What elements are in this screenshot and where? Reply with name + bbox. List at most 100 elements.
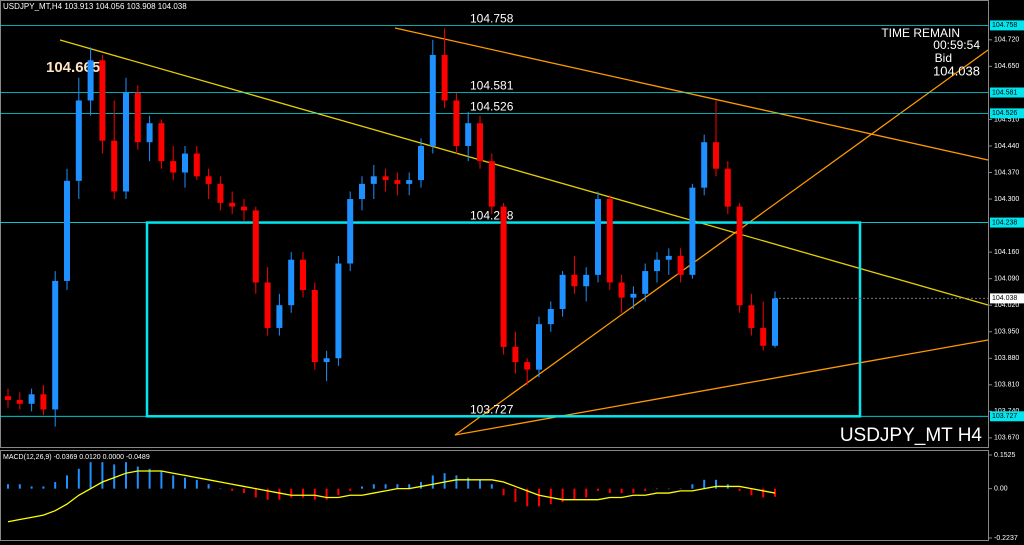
- level-label: 103.727: [470, 402, 514, 416]
- candle-body: [359, 183, 365, 200]
- macd-bar: [514, 488, 517, 502]
- candle-body: [618, 282, 625, 298]
- macd-bar: [89, 462, 92, 489]
- macd-bar: [101, 462, 104, 489]
- macd-bar: [408, 484, 411, 489]
- candle-body: [512, 346, 519, 363]
- macd-bar: [302, 488, 304, 498]
- macd-bar: [620, 488, 623, 494]
- y-tick-label: 104.720: [994, 37, 1019, 44]
- macd-bar: [184, 477, 186, 489]
- bid-axis-label: 104.038: [992, 295, 1017, 302]
- macd-bar: [738, 488, 741, 491]
- macd-bar: [573, 488, 576, 500]
- macd-bar: [349, 488, 352, 491]
- candle-body: [229, 202, 236, 207]
- level-axis-box: [990, 20, 1024, 31]
- candle-body: [347, 199, 354, 264]
- candle-body: [182, 153, 188, 173]
- macd-bar: [538, 488, 540, 507]
- macd-bar: [266, 488, 269, 500]
- candle-body: [75, 100, 82, 181]
- macd-bar: [396, 484, 399, 489]
- macd-bar: [561, 488, 564, 502]
- candle-body: [28, 394, 35, 404]
- y-tick-label: 104.300: [994, 196, 1019, 203]
- macd-bar: [632, 488, 635, 494]
- y-tick-label: 104.440: [994, 143, 1019, 150]
- candle-body: [382, 176, 389, 181]
- candle-body: [52, 280, 59, 410]
- candle-body: [205, 176, 212, 184]
- candle-body: [370, 176, 377, 184]
- candle-body: [134, 92, 141, 143]
- candle-body: [724, 168, 731, 207]
- bid-axis-box: [990, 293, 1024, 304]
- candle-body: [170, 161, 177, 173]
- macd-y-tick-label: 0.00: [994, 485, 1008, 492]
- candle-body: [677, 255, 684, 275]
- candle-body: [547, 308, 554, 325]
- candle-body: [252, 210, 259, 283]
- macd-bar: [502, 488, 505, 496]
- candle-body: [760, 327, 767, 346]
- macd-bar: [490, 484, 493, 489]
- candle-body: [772, 298, 778, 346]
- y-tick-label: 104.090: [994, 276, 1019, 283]
- level-axis-box: [990, 108, 1024, 119]
- candle-body: [16, 399, 23, 404]
- macd-bar: [7, 484, 9, 489]
- candle-body: [394, 180, 401, 184]
- high-annotation: 104.665: [46, 59, 100, 76]
- level-axis-label: 104.581: [992, 89, 1017, 96]
- macd-bar: [254, 488, 257, 498]
- macd-bar: [431, 475, 434, 489]
- candle-body: [571, 274, 578, 287]
- candle-body: [559, 274, 566, 309]
- trendlines: [59, 27, 989, 436]
- macd-bar: [195, 479, 198, 489]
- macd-bar: [160, 470, 163, 489]
- macd-bar: [42, 486, 45, 489]
- candle-body: [701, 142, 708, 188]
- macd-bar: [278, 488, 281, 500]
- macd-bar: [136, 466, 139, 489]
- y-tick-label: 104.650: [994, 63, 1019, 70]
- candle-body: [241, 206, 247, 211]
- candle-body: [418, 145, 424, 181]
- candle-body: [264, 282, 271, 328]
- level-label: 104.758: [470, 12, 514, 26]
- candle-body: [335, 263, 342, 359]
- macd-bar: [313, 488, 316, 500]
- candle-body: [441, 54, 448, 101]
- level-label: 104.581: [470, 79, 514, 93]
- level-axis-label: 103.727: [992, 413, 1017, 420]
- macd-bar: [384, 484, 387, 489]
- macd-bar: [656, 488, 658, 490]
- macd-bar: [207, 484, 210, 489]
- macd-bar: [479, 479, 481, 489]
- candle-body: [87, 60, 94, 101]
- candle-body: [606, 199, 613, 283]
- candle-body: [453, 100, 460, 146]
- candle-body: [500, 206, 507, 347]
- macd-bar: [125, 462, 127, 489]
- candle-body: [465, 123, 472, 146]
- bid: 104.038: [933, 63, 980, 78]
- candle-body: [488, 161, 495, 207]
- macd-bar: [77, 468, 80, 489]
- macd-bar: [325, 488, 328, 500]
- macd-y-tick-label: 0.1525: [994, 452, 1016, 459]
- level-axis-label: 104.526: [992, 110, 1017, 117]
- candle-body: [406, 180, 413, 184]
- macd-bar: [420, 482, 422, 489]
- macd-bar: [526, 488, 529, 507]
- candle-body: [429, 54, 436, 146]
- macd-bar: [219, 488, 222, 490]
- symbol-label: USDJPY_MT H4: [840, 425, 983, 446]
- candle-body: [595, 199, 601, 275]
- candle-body: [524, 362, 531, 370]
- candle-body: [642, 271, 649, 294]
- macd-bar: [691, 484, 694, 489]
